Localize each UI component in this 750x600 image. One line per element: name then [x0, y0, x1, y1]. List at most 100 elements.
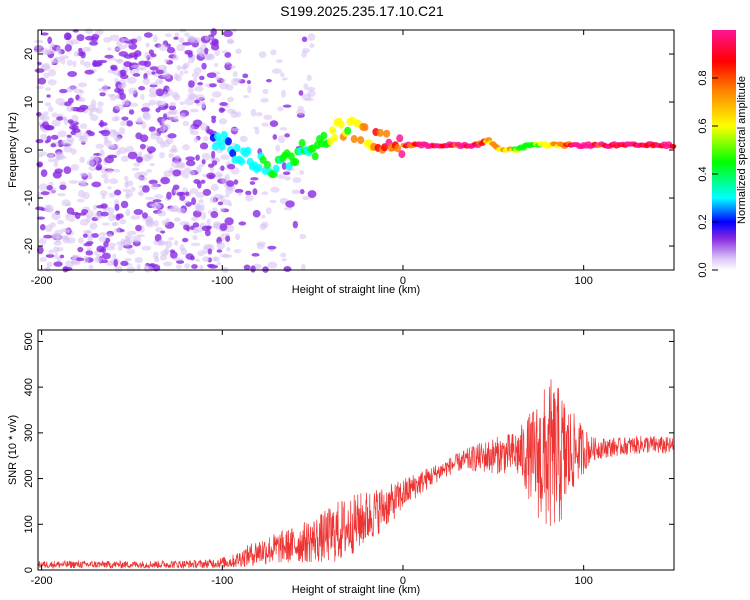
spectrogram-noise-blob: [296, 109, 306, 115]
spectrogram-noise-blob: [151, 203, 162, 210]
spectrogram-noise-blob: [205, 225, 212, 230]
spectrogram-noise-blob: [270, 186, 280, 193]
spectrogram-noise-blob: [261, 191, 269, 196]
spectrogram-noise-blob: [77, 237, 84, 244]
spectrogram-noise-blob: [148, 93, 158, 98]
spectrogram-noise-blob: [107, 47, 112, 51]
spectrogram-noise-blob: [217, 201, 224, 206]
spectrogram-noise-blob: [80, 51, 86, 59]
colorbar: 0.0 0.2 0.4 0.6 0.8 Normalized spectral ampl…: [697, 30, 748, 278]
spectrogram-noise-blob: [134, 257, 143, 264]
spectrogram-noise-blob: [140, 107, 150, 113]
spectrogram-noise-blob: [66, 59, 73, 66]
spectrogram-noise-blob: [220, 154, 230, 160]
spectrogram-noise-blob: [284, 176, 291, 181]
spectrogram-noise-blob: [189, 170, 196, 177]
spectrogram-noise-blob: [124, 181, 129, 189]
spectrogram-noise-blob: [210, 28, 217, 36]
spectrogram-noise-blob: [234, 188, 244, 194]
snr-ytick-label: 200: [23, 469, 35, 487]
spectrogram-noise-blob: [201, 152, 211, 161]
spectrogram-noise-blob: [199, 75, 205, 81]
spectrogram-noise-blob: [143, 60, 152, 68]
spectrogram-noise-blob: [150, 130, 159, 136]
spectrogram-noise-blob: [120, 120, 128, 127]
spectrogram-noise-blob: [81, 209, 89, 214]
spectrogram-noise-blob: [281, 258, 287, 262]
spectrogram-noise-blob: [90, 114, 99, 121]
spectrogram-noise-blob: [307, 33, 316, 41]
spectrogram-noise-blob: [220, 165, 225, 171]
spectrogram-noise-blob: [118, 127, 126, 135]
spectrogram-noise-blob: [158, 43, 168, 52]
spectrogram-noise-blob: [217, 195, 223, 200]
spectrogram-noise-blob: [85, 35, 95, 41]
spectrogram-noise-blob: [224, 193, 230, 198]
spectrogram-noise-blob: [48, 68, 57, 77]
spectrogram-noise-blob: [55, 97, 66, 106]
spectrogram-noise-blob: [99, 190, 108, 196]
spectrogram-noise-blob: [189, 130, 199, 136]
spectrogram-noise-blob: [91, 181, 102, 188]
spectrogram-noise-blob: [173, 36, 179, 40]
spectrogram-noise-blob: [138, 86, 146, 91]
spectrogram-noise-blob: [40, 114, 50, 122]
spectrogram-noise-blob: [233, 249, 242, 254]
spectrogram-noise-blob: [104, 156, 114, 164]
spectrogram-noise-blob: [142, 102, 151, 108]
spectrogram-noise-blob: [62, 117, 67, 121]
spectrogram-noise-blob: [53, 161, 59, 168]
spectrogram-noise-blob: [108, 213, 116, 222]
snr-series-line: [37, 379, 675, 570]
spectrogram-noise-blob: [120, 37, 125, 44]
spectrogram-noise-blob: [113, 227, 121, 233]
spectrogram-noise-blob: [199, 142, 209, 150]
spectrogram-noise-blob: [95, 106, 103, 115]
spectrogram-noise-blob: [139, 143, 146, 150]
spectrogram-noise-blob: [216, 249, 223, 253]
spectrogram-noise-blob: [67, 97, 74, 104]
spectrogram-noise-blob: [251, 253, 260, 257]
spectrogram-noise-blob: [101, 194, 106, 200]
spectrogram-noise-blob: [109, 143, 119, 149]
spectrogram-noise-blob: [125, 145, 134, 153]
spectrogram-noise-blob: [113, 136, 122, 141]
spectrogram-noise-blob: [77, 82, 88, 88]
spectrogram-track-cell: [357, 136, 365, 145]
spectrogram-noise-blob: [146, 168, 153, 173]
spectrogram-noise-blob: [99, 92, 106, 97]
spectrogram-track-cell: [383, 129, 391, 138]
spectrogram-noise-blob: [298, 90, 304, 96]
spectrogram-noise-blob: [191, 197, 197, 206]
spectrogram-noise-blob: [243, 264, 251, 271]
spectrogram-noise-blob: [67, 70, 78, 78]
spectrogram-noise-blob: [117, 87, 124, 96]
spectrogram-noise-blob: [143, 265, 154, 273]
spectrogram-noise-blob: [151, 71, 156, 75]
snr-xtick-label: 0: [400, 575, 406, 587]
spectrogram-noise-blob: [141, 212, 148, 219]
spectrogram-noise-blob: [34, 39, 44, 44]
spectrogram-xtick-label: -200: [31, 275, 53, 287]
spectrogram-noise-blob: [43, 234, 53, 239]
spectrogram-noise-blob: [88, 174, 93, 180]
spectrogram-noise-blob: [99, 119, 104, 128]
spectrogram-noise-blob: [34, 68, 45, 73]
spectrogram-track-cell: [259, 155, 267, 164]
spectrogram-noise-blob: [211, 160, 218, 166]
spectrogram-noise-blob: [271, 68, 282, 74]
spectrogram-noise-blob: [195, 191, 205, 198]
spectrogram-track-cell: [218, 142, 226, 151]
spectrogram-noise-blob: [237, 192, 243, 196]
spectrogram-noise-blob: [179, 28, 187, 33]
spectrogram-noise-blob: [258, 51, 267, 59]
spectrogram-noise-blob: [86, 104, 97, 111]
spectrogram-noise-blob: [35, 85, 44, 90]
spectrogram-noise-blob: [184, 32, 190, 37]
spectrogram-noise-blob: [121, 98, 130, 107]
spectrogram-noise-blob: [226, 163, 236, 170]
spectrogram-noise-blob: [67, 139, 74, 147]
spectrogram-track-cell: [233, 144, 241, 153]
spectrogram-noise-blob: [269, 120, 279, 128]
